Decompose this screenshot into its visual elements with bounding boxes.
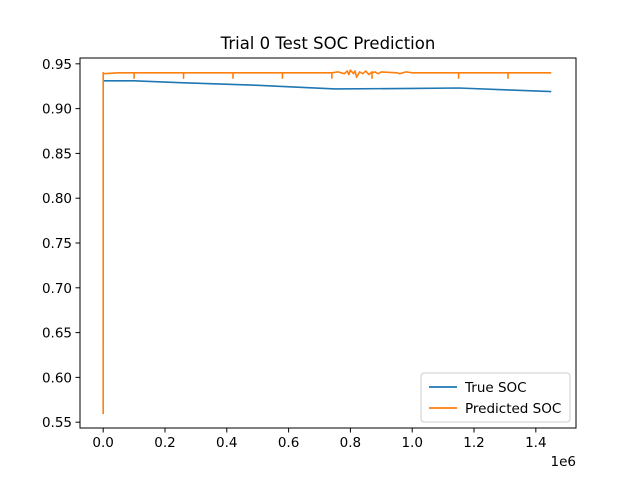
y-tick-label: 0.75 [42, 236, 72, 252]
y-tick-label: 0.65 [42, 326, 72, 342]
x-tick-label: 1.4 [525, 435, 546, 451]
x-tick-label: 0.8 [340, 435, 361, 451]
legend: True SOC Predicted SOC [420, 372, 571, 423]
series-line-predicted-soc [102, 69, 552, 415]
x-tick-label: 0.6 [278, 435, 299, 451]
y-axis: 0.55 0.60 0.65 0.70 0.75 0.80 0.85 0.90 0.95 [42, 57, 80, 431]
y-tick-label: 0.90 [42, 102, 72, 118]
y-tick-label: 0.55 [42, 415, 72, 431]
x-tick-label: 0.2 [154, 435, 175, 451]
x-tick-label: 0.4 [216, 435, 237, 451]
legend-box [420, 372, 571, 423]
x-axis-offset-label: 1e6 [551, 454, 576, 470]
legend-label: True SOC [464, 380, 527, 396]
series-layer [102, 69, 552, 415]
plot-area [79, 57, 577, 429]
y-tick-label: 0.60 [42, 370, 72, 386]
y-tick-label: 0.80 [42, 191, 72, 207]
y-tick-label: 0.95 [42, 57, 72, 73]
chart-title: Trial 0 Test SOC Prediction [220, 34, 436, 53]
legend-label: Predicted SOC [465, 401, 561, 417]
y-tick-label: 0.85 [42, 146, 72, 162]
x-tick-label: 0.0 [92, 435, 113, 451]
y-tick-label: 0.70 [42, 281, 72, 297]
x-tick-label: 1.0 [401, 435, 422, 451]
plot-background [80, 58, 576, 428]
series-line-true-soc [103, 80, 552, 93]
x-axis: 0.0 0.2 0.4 0.6 0.8 1.0 1.2 1.4 [92, 428, 547, 451]
x-tick-label: 1.2 [463, 435, 484, 451]
